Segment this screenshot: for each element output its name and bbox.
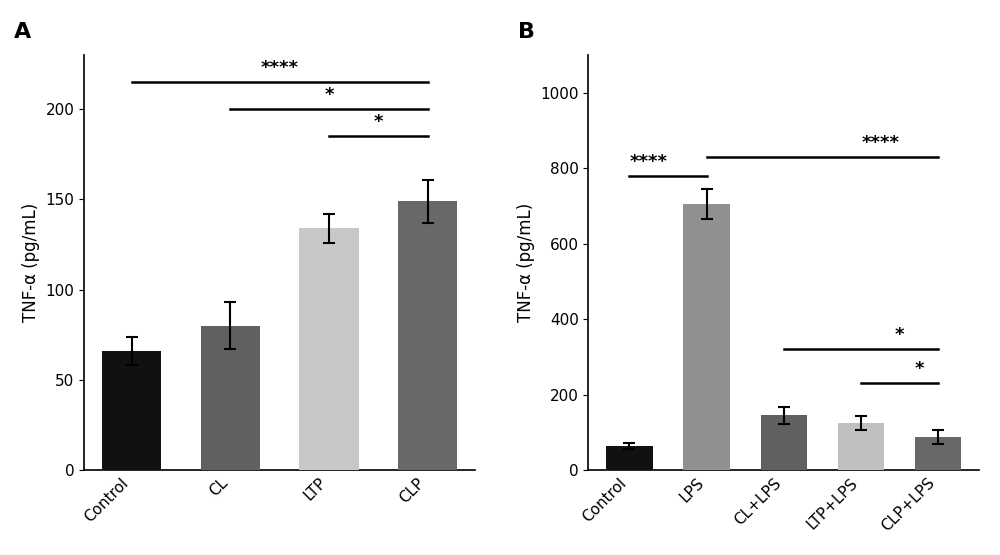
Text: ****: **** [261, 59, 299, 77]
Text: *: * [324, 86, 334, 104]
Bar [915, 437, 961, 470]
Text: ****: **** [861, 134, 899, 152]
Text: *: * [914, 360, 924, 379]
Text: *: * [374, 113, 383, 132]
Text: ****: **** [630, 153, 668, 171]
Bar [299, 228, 359, 470]
Bar [683, 204, 730, 470]
Text: B: B [518, 22, 535, 42]
Bar [761, 416, 807, 470]
Y-axis label: TNF-α (pg/mL): TNF-α (pg/mL) [22, 203, 40, 322]
Text: *: * [895, 326, 904, 345]
Bar [838, 423, 884, 470]
Y-axis label: TNF-α (pg/mL): TNF-α (pg/mL) [517, 203, 535, 322]
Bar [606, 446, 653, 470]
Bar [102, 351, 161, 470]
Text: A: A [14, 22, 31, 42]
Bar [201, 326, 260, 470]
Bar [398, 201, 457, 470]
